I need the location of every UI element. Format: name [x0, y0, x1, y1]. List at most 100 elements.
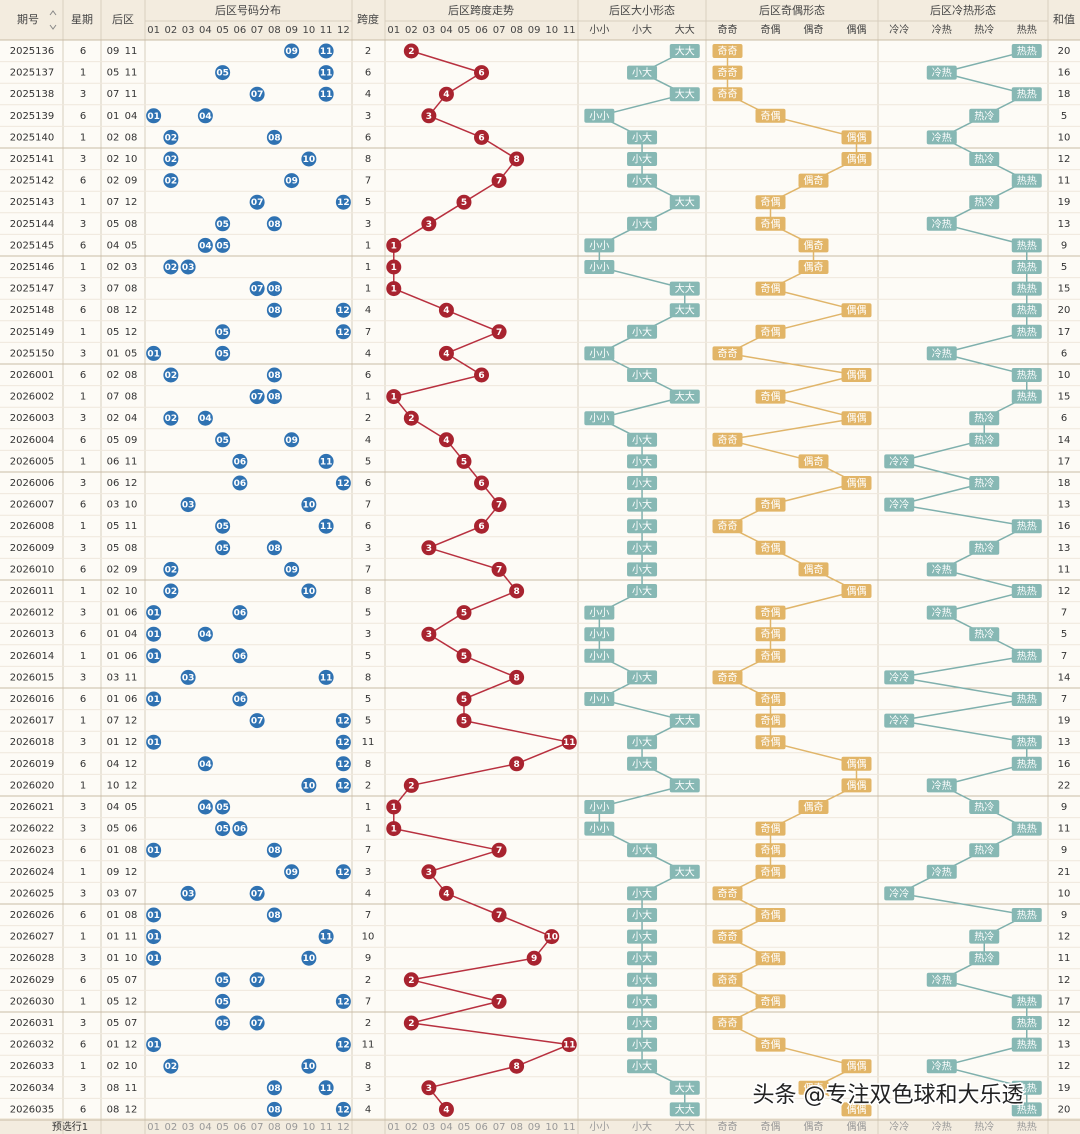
sum: 13	[1058, 219, 1071, 230]
sum: 12	[1058, 1061, 1071, 1072]
ball	[266, 216, 282, 232]
span-value: 7	[365, 910, 371, 921]
span-ball	[544, 929, 560, 945]
weekday: 6	[80, 845, 86, 856]
oe-tag	[712, 1016, 743, 1030]
period: 2026029	[10, 975, 55, 986]
period: 2026019	[10, 759, 55, 770]
size-label: 大大	[675, 1103, 695, 1116]
back-number: 12	[125, 478, 138, 489]
span-ball-label: 7	[496, 177, 502, 187]
size-tag	[669, 778, 700, 793]
span-ball-label: 7	[496, 501, 502, 511]
period: 2026016	[10, 694, 55, 705]
hc-tag	[1011, 908, 1042, 922]
size-tag	[627, 130, 658, 145]
hc-label: 热热	[1017, 174, 1037, 187]
span-ball-label: 5	[461, 609, 467, 619]
weekday: 6	[80, 240, 86, 251]
span-ball	[491, 173, 507, 189]
oe-label: 奇偶	[761, 325, 781, 338]
weekday: 1	[80, 716, 86, 727]
ball	[215, 216, 231, 232]
hc-label: 热冷	[974, 433, 994, 446]
sum: 15	[1058, 392, 1071, 403]
back-number: 05	[125, 802, 138, 813]
back-number: 08	[125, 910, 138, 921]
back-number: 10	[125, 953, 138, 964]
back-number: 08	[125, 284, 138, 295]
back-number: 01	[107, 348, 120, 359]
weekday: 6	[80, 1104, 86, 1115]
ball-number: 08	[268, 133, 281, 143]
weekday: 3	[80, 348, 86, 359]
ball	[335, 1101, 351, 1117]
sum: 5	[1061, 262, 1067, 273]
span-ball	[456, 194, 472, 210]
span-ball	[474, 65, 490, 81]
oe-label: 奇偶	[761, 628, 781, 641]
weekday: 6	[80, 435, 86, 446]
ball-number: 09	[285, 868, 298, 878]
back-number: 02	[107, 413, 120, 424]
oe-tag	[712, 346, 743, 361]
span-ball-label: 10	[545, 933, 558, 943]
ball	[335, 194, 351, 210]
oe-label: 奇偶	[761, 736, 781, 749]
ball-number: 05	[216, 241, 229, 251]
back-number: 12	[125, 780, 138, 791]
span-ball	[403, 777, 419, 793]
hc-label: 热冷	[974, 952, 994, 965]
span-ball-label: 1	[391, 241, 397, 251]
hc-tag	[1011, 389, 1042, 404]
hc-label: 热热	[1017, 239, 1037, 252]
size-tag	[627, 152, 658, 166]
hc-label: 冷冷	[889, 455, 909, 468]
sort-icon[interactable]	[49, 10, 57, 30]
size-tag	[584, 605, 615, 620]
sum: 11	[1058, 824, 1071, 835]
ball	[146, 605, 162, 621]
ball	[318, 518, 334, 534]
ball-number: 04	[199, 241, 212, 251]
ball-number: 05	[216, 220, 229, 230]
hc-label: 热热	[1017, 88, 1037, 101]
ball-number: 08	[268, 306, 281, 316]
weekday: 3	[80, 413, 86, 424]
ball	[266, 1080, 282, 1096]
size-tag	[627, 1059, 658, 1074]
hc-label: 热热	[1017, 649, 1037, 662]
span-ball-label: 1	[391, 263, 397, 273]
ball-number: 12	[337, 738, 350, 748]
hc-label: 热冷	[974, 628, 994, 641]
span-ball-label: 11	[563, 738, 576, 748]
size-label: 小小	[589, 694, 609, 706]
span-value: 10	[362, 932, 375, 943]
back-number: 12	[125, 305, 138, 316]
size-label: 小小	[589, 348, 609, 360]
size-tag	[669, 44, 700, 58]
hc-label: 热热	[1017, 693, 1037, 706]
sum: 9	[1061, 910, 1067, 921]
hc-label: 热热	[1017, 736, 1037, 749]
span-ball-label: 3	[426, 544, 432, 554]
period: 2026006	[10, 478, 55, 489]
ball	[163, 259, 179, 275]
hc-tag	[1011, 173, 1042, 188]
back-number: 02	[107, 1061, 120, 1072]
span-ball-label: 2	[408, 1019, 414, 1029]
span-value: 5	[365, 651, 371, 662]
footer-sub: 04	[440, 1122, 453, 1133]
back-number: 12	[125, 867, 138, 878]
size-label: 小大	[632, 541, 652, 554]
ball-number: 12	[337, 306, 350, 316]
footer-label: 预选行1	[52, 1120, 88, 1133]
hc-tag	[926, 65, 957, 80]
size-label: 小大	[632, 1017, 652, 1030]
footer-sub: 03	[182, 1122, 195, 1133]
size-label: 大大	[675, 88, 695, 101]
ball	[146, 108, 162, 124]
span-value: 6	[365, 478, 371, 489]
size-label: 小大	[632, 952, 652, 965]
oe-label: 奇奇	[718, 45, 738, 58]
